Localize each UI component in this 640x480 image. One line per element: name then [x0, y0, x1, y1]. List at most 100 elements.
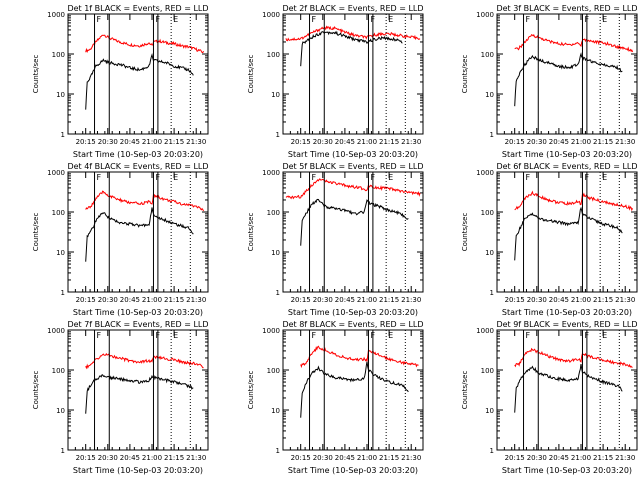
- plot-frame: [67, 329, 209, 451]
- y-tick-label: 1: [490, 289, 494, 297]
- plot-frame: [496, 13, 638, 135]
- event-marker-label: F: [97, 15, 102, 24]
- series-line-red-lld: [300, 345, 419, 369]
- x-tick-label: 21:30: [615, 454, 635, 462]
- x-tick-label: 21:00: [142, 296, 162, 304]
- plot-frame: [282, 329, 424, 451]
- x-tick-label: 21:30: [186, 454, 206, 462]
- y-tick-label: 1000: [476, 169, 494, 177]
- y-axis-label: Counts/sec: [461, 213, 469, 252]
- series-line-black-events: [85, 207, 194, 262]
- y-tick-label: 1000: [476, 11, 494, 19]
- y-tick-label: 10: [56, 91, 65, 99]
- x-tick-label: 21:00: [357, 138, 377, 146]
- y-axis-label: Counts/sec: [461, 371, 469, 410]
- x-tick-label: 20:15: [505, 454, 525, 462]
- x-tick-label: 21:15: [593, 454, 613, 462]
- x-tick-label: 20:15: [76, 454, 96, 462]
- event-marker-label: F: [526, 173, 531, 182]
- series-line-black-events: [300, 361, 409, 418]
- plot-frame: [67, 171, 209, 293]
- event-marker-label: F: [312, 15, 317, 24]
- y-tick-label: 100: [52, 209, 65, 217]
- chart-panel: Det 7f BLACK = Events, RED = LLD Start Ti…: [32, 320, 209, 475]
- event-marker-label: F: [97, 173, 102, 182]
- y-tick-label: 100: [481, 51, 494, 59]
- x-tick-label: 20:15: [291, 454, 311, 462]
- chart-title: Det 9f BLACK = Events, RED = LLD: [496, 320, 637, 329]
- series-line-red-lld: [85, 34, 205, 53]
- x-tick-label: 21:30: [401, 296, 421, 304]
- chart-panel: Det 5f BLACK = Events, RED = LLD Start Ti…: [247, 162, 424, 317]
- chart-title: Det 5f BLACK = Events, RED = LLD: [282, 162, 423, 171]
- y-tick-label: 1000: [262, 11, 280, 19]
- x-tick-label: 21:00: [357, 296, 377, 304]
- series-line-black-events: [85, 53, 194, 110]
- x-tick-label: 21:30: [615, 138, 635, 146]
- chart-panel: Det 3f BLACK = Events, RED = LLD Start Ti…: [461, 4, 638, 159]
- event-marker-label: E: [173, 173, 178, 182]
- chart-panel: Det 8f BLACK = Events, RED = LLD Start Ti…: [247, 320, 424, 475]
- x-axis-label: Start Time (10-Sep-03 20:03:20): [288, 466, 418, 475]
- y-tick-label: 10: [271, 249, 280, 257]
- y-tick-label: 1: [276, 447, 280, 455]
- chart-title: Det 4f BLACK = Events, RED = LLD: [67, 162, 208, 171]
- x-tick-label: 20:30: [98, 454, 118, 462]
- x-tick-label: 21:15: [379, 296, 399, 304]
- x-axis-label: Start Time (10-Sep-03 20:03:20): [288, 150, 418, 159]
- series-line-black-events: [514, 364, 623, 413]
- x-tick-label: 20:30: [527, 454, 547, 462]
- chart-title: Det 3f BLACK = Events, RED = LLD: [496, 4, 637, 13]
- event-marker-label: F: [526, 15, 531, 24]
- x-tick-label: 20:30: [98, 138, 118, 146]
- y-tick-label: 1000: [47, 11, 65, 19]
- event-marker-label: E: [173, 15, 178, 24]
- chart-title: Det 6f BLACK = Events, RED = LLD: [496, 162, 637, 171]
- chart-title: Det 2f BLACK = Events, RED = LLD: [282, 4, 423, 13]
- x-tick-label: 21:15: [379, 454, 399, 462]
- y-tick-label: 100: [52, 367, 65, 375]
- series-line-black-events: [85, 374, 194, 414]
- x-tick-label: 20:45: [335, 296, 355, 304]
- x-tick-label: 21:30: [615, 296, 635, 304]
- series-line-red-lld: [285, 178, 421, 200]
- y-tick-label: 10: [271, 407, 280, 415]
- series-line-black-events: [300, 30, 403, 67]
- chart-panel: Det 1f BLACK = Events, RED = LLD Start Ti…: [32, 4, 209, 159]
- x-tick-label: 21:15: [164, 138, 184, 146]
- x-tick-label: 20:30: [313, 296, 333, 304]
- y-tick-label: 100: [267, 209, 280, 217]
- chart-title: Det 1f BLACK = Events, RED = LLD: [67, 4, 208, 13]
- series-line-red-lld: [514, 347, 633, 368]
- y-tick-label: 10: [56, 407, 65, 415]
- chart-title: Det 7f BLACK = Events, RED = LLD: [67, 320, 208, 329]
- x-tick-label: 21:30: [186, 138, 206, 146]
- y-axis-label: Counts/sec: [247, 55, 255, 94]
- series-line-red-lld: [85, 190, 205, 212]
- event-marker-label: F: [312, 173, 317, 182]
- x-tick-label: 20:15: [291, 296, 311, 304]
- y-tick-label: 1: [61, 447, 65, 455]
- x-tick-label: 20:45: [335, 138, 355, 146]
- x-axis-label: Start Time (10-Sep-03 20:03:20): [73, 466, 203, 475]
- y-tick-label: 100: [267, 51, 280, 59]
- x-axis-label: Start Time (10-Sep-03 20:03:20): [73, 308, 203, 317]
- event-marker-label: F: [97, 331, 102, 340]
- y-tick-label: 1000: [47, 327, 65, 335]
- y-axis-label: Counts/sec: [247, 213, 255, 252]
- chart-panel: Det 2f BLACK = Events, RED = LLD Start Ti…: [247, 4, 424, 159]
- chart-panel: Det 9f BLACK = Events, RED = LLD Start Ti…: [461, 320, 638, 475]
- y-tick-label: 1: [61, 289, 65, 297]
- x-tick-label: 20:15: [76, 296, 96, 304]
- y-axis-label: Counts/sec: [32, 371, 40, 410]
- y-tick-label: 1: [490, 447, 494, 455]
- series-line-red-lld: [85, 352, 204, 370]
- x-tick-label: 20:45: [549, 296, 569, 304]
- y-tick-label: 1000: [47, 169, 65, 177]
- series-line-black-events: [514, 52, 623, 107]
- event-marker-label: F: [526, 331, 531, 340]
- x-tick-label: 21:30: [401, 454, 421, 462]
- y-tick-label: 100: [52, 51, 65, 59]
- x-tick-label: 20:30: [527, 138, 547, 146]
